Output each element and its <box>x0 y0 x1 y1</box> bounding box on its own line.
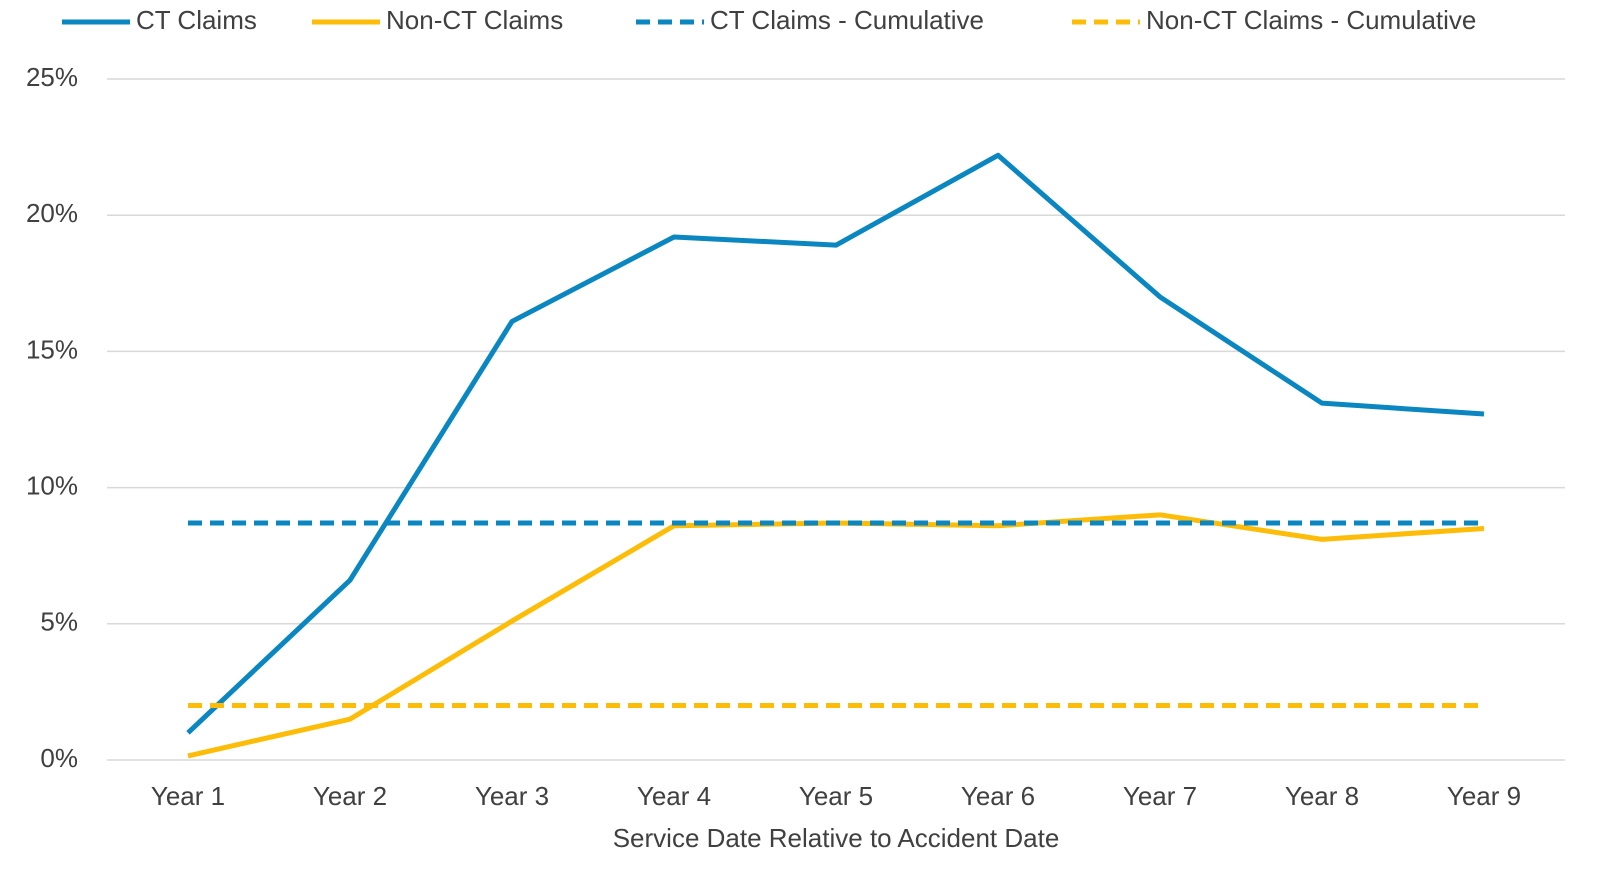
x-tick-label: Year 6 <box>961 781 1035 811</box>
series-line <box>187 512 1485 759</box>
x-tick-label: Year 4 <box>637 781 711 811</box>
series-line <box>186 152 1485 735</box>
y-tick-label: 15% <box>26 334 78 364</box>
x-tick-label: Year 2 <box>313 781 387 811</box>
y-tick-label: 25% <box>26 62 78 92</box>
y-tick-label: 20% <box>26 198 78 228</box>
x-tick-label: Year 3 <box>475 781 549 811</box>
y-tick-label: 5% <box>40 607 78 637</box>
x-tick-label: Year 1 <box>151 781 225 811</box>
legend-label: Non-CT Claims - Cumulative <box>1146 5 1476 35</box>
x-tick-label: Year 8 <box>1285 781 1359 811</box>
legend-label: CT Claims - Cumulative <box>710 5 984 35</box>
x-tick-label: Year 9 <box>1447 781 1521 811</box>
y-tick-label: 0% <box>40 743 78 773</box>
x-axis-title: Service Date Relative to Accident Date <box>613 823 1060 853</box>
legend-label: Non-CT Claims <box>386 5 563 35</box>
legend-label: CT Claims <box>136 5 257 35</box>
x-tick-label: Year 5 <box>799 781 873 811</box>
x-tick-label: Year 7 <box>1123 781 1197 811</box>
y-tick-label: 10% <box>26 470 78 500</box>
